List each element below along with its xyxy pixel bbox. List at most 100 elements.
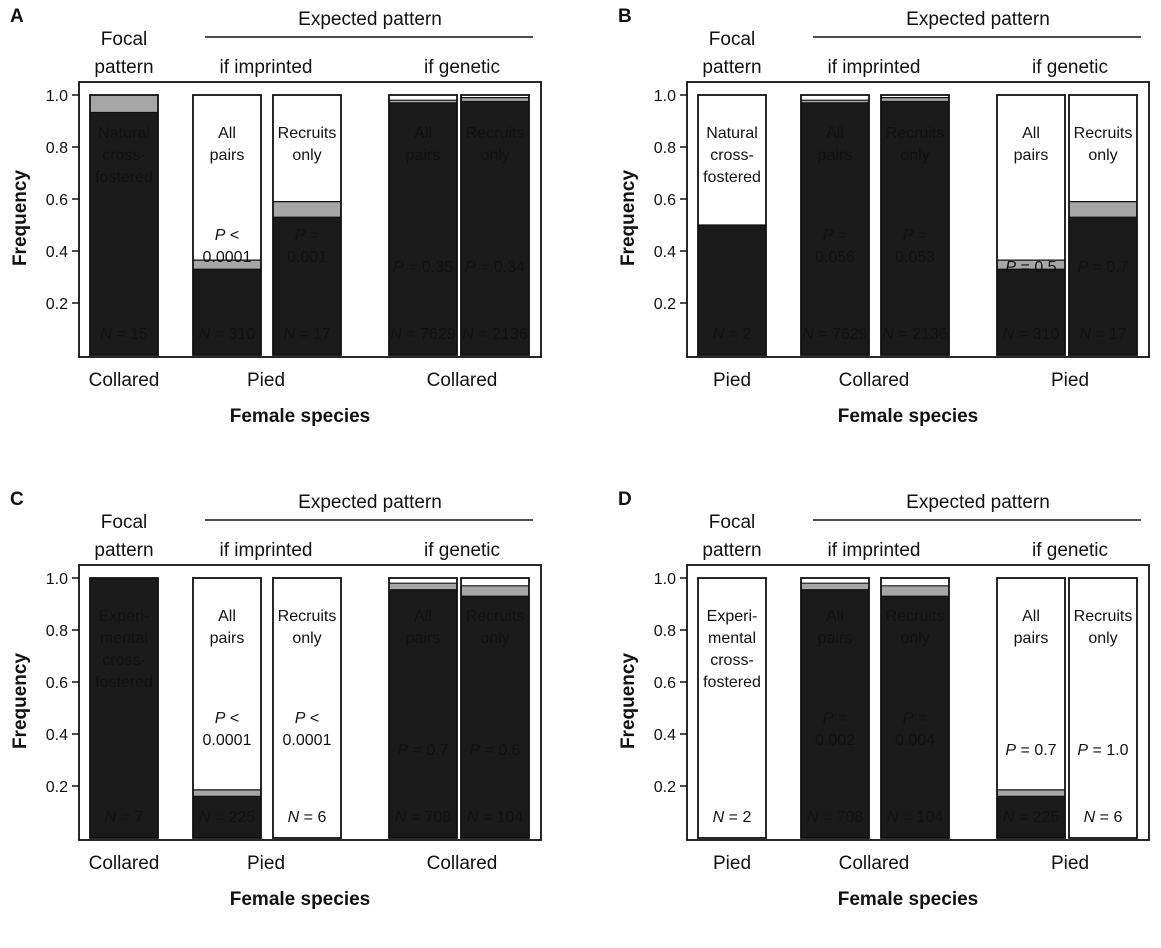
p-value-line-1-value: < xyxy=(225,227,239,244)
p-value: P = 1.0 xyxy=(1077,742,1128,759)
bar-segment-pied xyxy=(881,101,949,355)
n-value-value: = 17 xyxy=(295,326,331,343)
bar-outline xyxy=(192,94,262,356)
bar-label-line: All xyxy=(218,608,236,625)
bar-outline xyxy=(388,577,458,839)
bar-label-line: All xyxy=(826,608,844,625)
bar-label-line: All xyxy=(826,125,844,142)
bar-label-line: mental xyxy=(708,630,756,647)
header-expected: Expected pattern xyxy=(298,9,442,30)
plot-frame xyxy=(686,564,1150,841)
bar-label-line: pairs xyxy=(406,630,441,647)
n-value-symbol: N xyxy=(1003,326,1015,343)
bar-label-line: fostered xyxy=(703,169,761,186)
bar-outline xyxy=(996,577,1066,839)
p-value-line-1: P = xyxy=(903,710,927,727)
bar-segment-pied xyxy=(997,269,1065,355)
bar-segment-pied xyxy=(389,589,457,838)
bar-outline xyxy=(460,577,530,839)
bar-segment-hybrid xyxy=(461,97,529,102)
n-value-symbol: N xyxy=(467,809,479,826)
n-value-symbol: N xyxy=(1003,809,1015,826)
p-value: P = 0.7 xyxy=(397,742,448,759)
p-value: P = 0.5 xyxy=(1005,259,1056,276)
y-tick-label: 0.6 xyxy=(654,675,676,692)
p-value-line-1-value: = xyxy=(305,227,319,244)
x-axis-label: Female species xyxy=(230,889,370,910)
bar-segment-pied xyxy=(881,596,949,838)
p-value-line-1-value: = xyxy=(913,227,927,244)
n-value-symbol: N xyxy=(462,326,474,343)
p-value-symbol: P xyxy=(1077,742,1088,759)
header-imprinted: if imprinted xyxy=(828,540,921,561)
bar-label-line: Recruits xyxy=(1074,608,1133,625)
y-tick-label: 0.4 xyxy=(46,244,68,261)
header-focal-line-2: pattern xyxy=(702,540,761,561)
n-value: N = 310 xyxy=(1003,326,1060,343)
bar-segment-hybrid xyxy=(273,201,341,218)
y-tick-label: 0.6 xyxy=(46,192,68,209)
n-value: N = 17 xyxy=(1079,326,1127,343)
header-genetic: if genetic xyxy=(424,57,500,78)
n-value-symbol: N xyxy=(713,326,725,343)
p-value-line-1-symbol: P xyxy=(823,710,834,727)
n-value-value: = 17 xyxy=(1091,326,1127,343)
y-tick-label: 0.2 xyxy=(654,296,676,313)
y-tick-label: 1.0 xyxy=(654,571,676,588)
group-label: Pied xyxy=(713,370,751,391)
p-value: P = 0.35 xyxy=(393,259,453,276)
p-value-line-1-symbol: P xyxy=(903,227,914,244)
bar-outline xyxy=(697,577,767,839)
bar-1: Natural cross-fostered N = 15 xyxy=(89,94,159,356)
y-tick-label: 0.6 xyxy=(46,675,68,692)
bar-outline xyxy=(800,94,870,356)
bar-2: All pairs P = 0.056 N = 7629 xyxy=(800,94,870,356)
bar-segment-hybrid xyxy=(1069,201,1137,218)
p-value: P = 0.7 xyxy=(1077,259,1128,276)
n-value: N = 2 xyxy=(713,326,752,343)
p-value-symbol: P xyxy=(1005,742,1016,759)
bar-label-line: Natural xyxy=(98,125,150,142)
group-label: Collared xyxy=(839,370,910,391)
bar-segment-pied xyxy=(90,112,158,355)
group-label: Collared xyxy=(427,370,498,391)
bar-label-line: pairs xyxy=(210,147,245,164)
bar-label-line: All xyxy=(414,608,432,625)
bar-outline xyxy=(800,577,870,839)
p-value-line-2: 0.0001 xyxy=(283,732,332,749)
y-tick-label: 1.0 xyxy=(46,88,68,105)
bar-label-line: cross- xyxy=(710,147,754,164)
n-value-value: = 2 xyxy=(724,326,751,343)
p-value-value: = 0.5 xyxy=(1016,259,1057,276)
p-value-value: = 1.0 xyxy=(1088,742,1129,759)
n-value-value: = 7629 xyxy=(814,326,868,343)
y-axis-label: Frequency xyxy=(618,170,639,267)
bar-segment-collared xyxy=(881,578,949,586)
bar-label-line: Recruits xyxy=(466,608,525,625)
n-value-value: = 6 xyxy=(299,809,326,826)
bar-label-line: fostered xyxy=(95,674,153,691)
bar-segment-pied xyxy=(1069,217,1137,355)
bar-label-line: mental xyxy=(100,630,148,647)
group-label: Collared xyxy=(89,853,160,874)
header-focal-line-1: Focal xyxy=(101,29,147,50)
header-expected: Expected pattern xyxy=(906,492,1050,513)
n-value: N = 7629 xyxy=(390,326,455,343)
bar-label-line: pairs xyxy=(406,147,441,164)
panel-D: D Focal pattern Expected pattern if imprinte… xyxy=(618,489,1150,910)
group-label: Pied xyxy=(713,853,751,874)
header-focal-line-2: pattern xyxy=(94,57,153,78)
p-value-line-1: P < xyxy=(295,710,319,727)
p-value-symbol: P xyxy=(393,259,404,276)
bar-segment-pied xyxy=(801,102,869,355)
header-imprinted: if imprinted xyxy=(220,57,313,78)
bar-outline xyxy=(89,94,159,356)
bar-outline xyxy=(272,94,342,356)
bar-segment-hybrid xyxy=(461,585,529,597)
group-label: Pied xyxy=(247,853,285,874)
x-axis-label: Female species xyxy=(230,406,370,427)
n-value: N = 15 xyxy=(100,326,148,343)
bar-segment-collared xyxy=(997,95,1065,261)
